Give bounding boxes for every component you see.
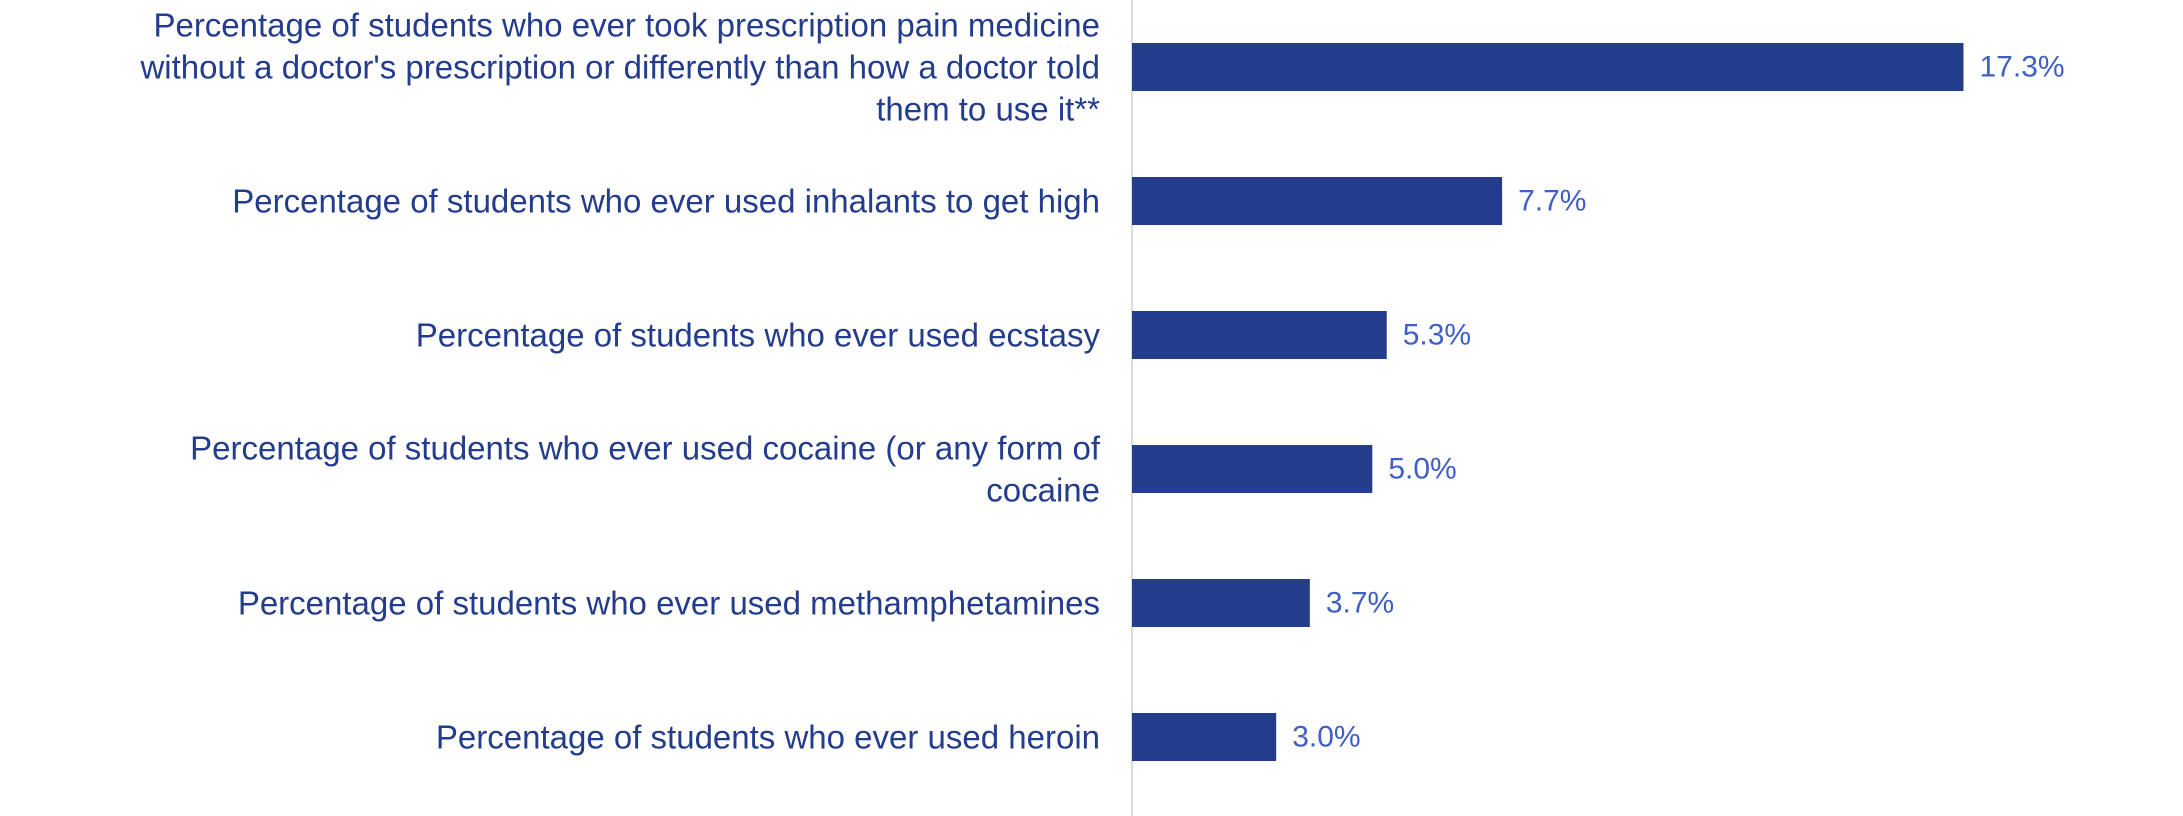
- bar: [1132, 311, 1387, 359]
- bar: [1132, 713, 1277, 761]
- data-label: 3.7%: [1326, 587, 1394, 620]
- category-label: Percentage of students who ever used met…: [238, 585, 1100, 622]
- bar: [1132, 43, 1964, 91]
- category-label: Percentage of students who ever used ecs…: [416, 317, 1101, 354]
- category-label: Percentage of students who ever took pre…: [139, 7, 1100, 128]
- data-label: 3.0%: [1292, 721, 1360, 754]
- category-label-line: Percentage of students who ever used coc…: [190, 430, 1101, 467]
- category-label: Percentage of students who ever used coc…: [190, 430, 1101, 509]
- category-label-line: Percentage of students who ever used her…: [436, 719, 1100, 756]
- category-label-line: Percentage of students who ever took pre…: [153, 7, 1100, 44]
- category-label: Percentage of students who ever used inh…: [232, 183, 1100, 220]
- data-label: 5.3%: [1403, 319, 1471, 352]
- data-label: 5.0%: [1388, 453, 1456, 486]
- category-label-line: them to use it**: [876, 91, 1100, 128]
- bar: [1132, 445, 1373, 493]
- data-label: 7.7%: [1518, 185, 1586, 218]
- category-label-line: Percentage of students who ever used met…: [238, 585, 1100, 622]
- bar: [1132, 177, 1503, 225]
- category-label-line: cocaine: [986, 472, 1100, 509]
- category-label-line: without a doctor's prescription or diffe…: [139, 49, 1100, 86]
- data-label: 17.3%: [1979, 51, 2064, 84]
- category-label-line: Percentage of students who ever used ecs…: [416, 317, 1101, 354]
- category-label: Percentage of students who ever used her…: [436, 719, 1100, 756]
- bar: [1132, 579, 1310, 627]
- category-label-line: Percentage of students who ever used inh…: [232, 183, 1100, 220]
